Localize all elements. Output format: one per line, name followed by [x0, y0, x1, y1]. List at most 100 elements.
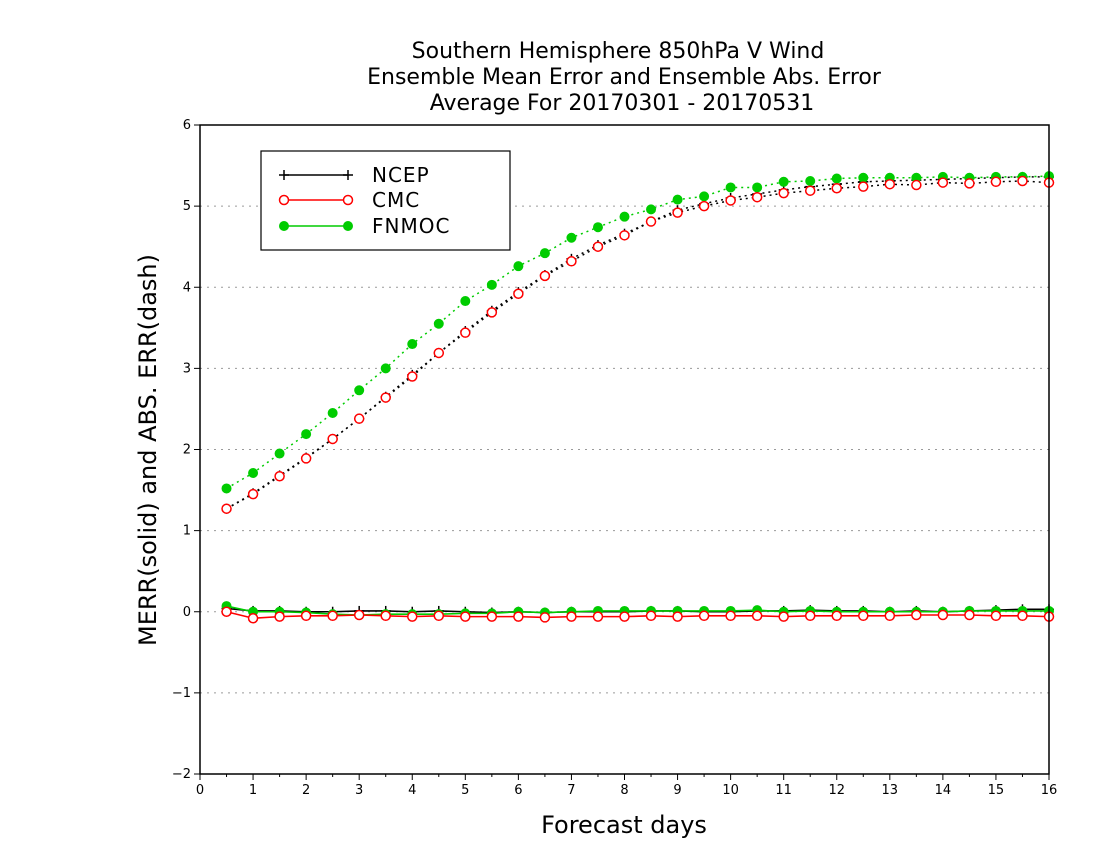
cmc-merr-point: [353, 609, 365, 621]
cmc-merr-point: [964, 609, 975, 621]
fnmoc-abs-err-point: [725, 182, 736, 193]
fnmoc-abs-err-point: [221, 483, 232, 494]
fnmoc-abs-err-point: [513, 261, 524, 272]
cmc-merr-point: [619, 611, 630, 622]
title-line-3: Average For 20170301 - 20170531: [430, 91, 815, 116]
cmc-merr-point: [460, 611, 471, 622]
legend-marker: [278, 194, 290, 206]
cmc-abs-err-point: [433, 347, 445, 359]
fnmoc-abs-err-point: [858, 172, 869, 183]
fnmoc-abs-err-point: [646, 204, 657, 215]
cmc-merr-point: [725, 610, 736, 622]
fnmoc-abs-err-point: [539, 248, 550, 259]
abs-err-series: [221, 171, 1055, 514]
cmc-abs-err-point: [353, 413, 365, 424]
x-tick-label: 0: [196, 783, 204, 798]
cmc-merr-point: [221, 606, 232, 617]
y-tick-label: −2: [172, 767, 191, 782]
cmc-abs-err-point: [592, 241, 604, 252]
cmc-abs-err-point: [407, 371, 418, 382]
legend-label: NCEP: [372, 163, 430, 187]
x-tick-label: 1: [249, 783, 257, 798]
fnmoc-abs-err-point: [301, 429, 312, 440]
cmc-abs-err-point: [858, 181, 869, 192]
x-tick-label: 10: [722, 783, 739, 798]
x-tick-label: 7: [567, 783, 575, 798]
cmc-abs-err-point: [884, 178, 896, 190]
x-tick-label: 4: [408, 783, 416, 798]
x-tick-label: 8: [620, 783, 628, 798]
cmc-abs-err-line: [226, 180, 1050, 510]
legend-marker: [343, 221, 353, 231]
cmc-merr-point: [274, 611, 285, 622]
fnmoc-abs-err-point: [778, 176, 789, 187]
cmc-abs-err-point: [513, 288, 524, 299]
fnmoc-abs-err-point: [805, 175, 816, 186]
y-tick-label: 4: [183, 280, 191, 295]
fnmoc-abs-err-point: [486, 279, 497, 290]
fnmoc-abs-err-point: [592, 222, 603, 233]
fnmoc-abs-err-point: [274, 448, 285, 459]
fnmoc-abs-err-point: [327, 407, 338, 418]
y-axis-label: MERR(solid) and ABS. ERR(dash): [134, 254, 162, 646]
legend-marker: [343, 170, 353, 180]
cmc-abs-err-point: [698, 200, 710, 212]
cmc-merr-point: [433, 610, 445, 622]
x-tick-label: 16: [1041, 783, 1058, 798]
cmc-merr-point: [990, 610, 1002, 622]
series-layer: [221, 171, 1055, 624]
title-line-1: Southern Hemisphere 850hPa V Wind: [412, 39, 825, 64]
legend-label: CMC: [372, 188, 420, 212]
merr-series: [221, 601, 1055, 624]
cmc-abs-err-point: [300, 453, 312, 464]
x-tick-label: 3: [355, 783, 363, 798]
y-tick-label: 2: [183, 443, 191, 458]
cmc-abs-err-point: [725, 195, 736, 206]
cmc-merr-point: [407, 611, 418, 622]
fnmoc-abs-err-point: [699, 191, 710, 202]
cmc-abs-err-point: [990, 176, 1002, 188]
title-line-2: Ensemble Mean Error and Ensemble Abs. Er…: [367, 65, 882, 90]
fnmoc-abs-err-point: [831, 173, 842, 184]
cmc-merr-point: [566, 611, 577, 622]
legend-label: FNMOC: [372, 214, 450, 238]
cmc-merr-point: [513, 611, 524, 622]
cmc-merr-point: [380, 610, 391, 622]
cmc-merr-point: [937, 609, 949, 621]
cmc-abs-err-point: [539, 270, 551, 282]
cmc-abs-err-point: [937, 177, 949, 188]
x-axis-label: Forecast days: [541, 811, 707, 839]
y-tick-label: 1: [183, 524, 191, 539]
y-tick-label: 0: [183, 605, 191, 620]
legend-marker: [279, 221, 289, 231]
x-tick-label: 14: [935, 783, 952, 798]
cmc-merr-point: [327, 610, 338, 622]
cmc-merr-point: [884, 610, 896, 622]
cmc-abs-err-point: [804, 185, 816, 196]
cmc-merr-point: [247, 612, 259, 624]
cmc-merr-line: [226, 610, 1050, 620]
legend-item-ncep: NCEP: [279, 163, 430, 187]
cmc-abs-err-point: [751, 191, 763, 203]
legend-item-cmc: CMC: [278, 188, 420, 212]
cmc-merr-point: [911, 609, 922, 621]
fnmoc-abs-err-point: [672, 194, 683, 205]
cmc-abs-err-point: [911, 179, 922, 191]
chart-title: Southern Hemisphere 850hPa V Wind Ensemb…: [367, 39, 882, 116]
fnmoc-abs-err-point: [248, 468, 259, 479]
x-tick-label: 13: [882, 783, 899, 798]
fnmoc-abs-err-line: [226, 175, 1050, 490]
cmc-merr-point: [672, 611, 683, 622]
y-tick-label: 3: [183, 361, 191, 376]
x-tick-label: 9: [673, 783, 681, 798]
cmc-merr-point: [645, 610, 657, 622]
cmc-merr-point: [486, 611, 498, 622]
cmc-merr-point: [858, 610, 869, 622]
cmc-merr-point: [804, 610, 816, 622]
y-tick-label: 5: [183, 199, 191, 214]
cmc-merr-point: [831, 610, 842, 622]
cmc-merr-point: [1017, 610, 1028, 622]
y-tick-label: 6: [183, 118, 191, 133]
fnmoc-abs-err-point: [619, 211, 630, 222]
